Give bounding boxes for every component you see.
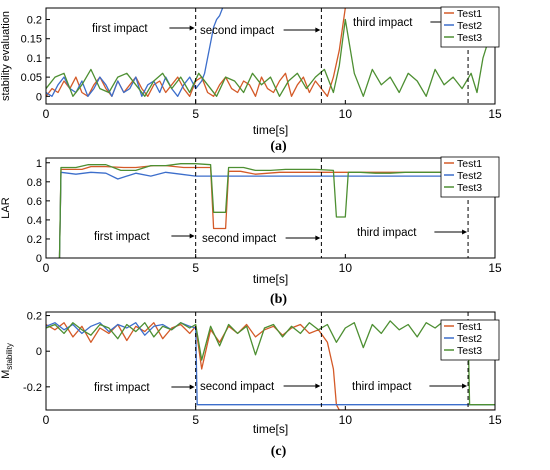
y-tick-label: -0.2 bbox=[23, 382, 42, 394]
annotation-arrowhead bbox=[315, 235, 321, 241]
series-line-test1 bbox=[46, 322, 495, 410]
plot-frame bbox=[45, 7, 496, 105]
y-tick-label: 0.6 bbox=[27, 196, 42, 208]
x-tick-label: 5 bbox=[192, 261, 199, 275]
chart-panel-3: 0 5 10 15 -0.2 0 0.2 time[s] Mstability first imp… bbox=[0, 311, 502, 459]
series-line-test2 bbox=[58, 171, 495, 258]
legend-entry: Test3 bbox=[457, 32, 482, 44]
y-tick-label: 0.2 bbox=[27, 15, 42, 27]
legend-entry: Test1 bbox=[457, 321, 482, 333]
annotation-arrowhead bbox=[189, 384, 195, 390]
chart-panel-1: 0 5 10 15 0 0.05 0.1 0.15 0.2 time[s] stability ev… bbox=[0, 6, 502, 154]
x-tick-label: 15 bbox=[488, 261, 502, 275]
y-tick-label: 1 bbox=[36, 158, 42, 170]
annotation-arrowhead bbox=[189, 25, 195, 31]
annotation-label: third impact bbox=[353, 17, 413, 29]
series-line-test3 bbox=[46, 320, 495, 406]
y-tick-label: 0 bbox=[36, 253, 42, 265]
y-tick-label: 0 bbox=[36, 346, 42, 358]
annotation-arrowhead bbox=[315, 383, 321, 389]
y-axis-label-subscript: stability bbox=[5, 343, 14, 370]
legend-box bbox=[440, 6, 500, 48]
panel-label: (a) bbox=[270, 139, 287, 154]
x-tick-label: 10 bbox=[339, 261, 353, 275]
x-tick-label: 0 bbox=[43, 261, 50, 275]
y-tick-label: 0.2 bbox=[27, 234, 42, 246]
annotation-label: first impact bbox=[94, 382, 150, 394]
y-axis-label-text: M bbox=[0, 370, 12, 379]
y-axis-label-text: stability evaluation bbox=[0, 11, 12, 101]
annotation-label: second impact bbox=[202, 233, 277, 245]
x-tick-label: 0 bbox=[43, 413, 50, 427]
x-tick-label: 15 bbox=[488, 107, 502, 121]
x-axis-label: time[s] bbox=[253, 272, 288, 286]
annotation-arrowhead bbox=[462, 383, 468, 389]
series-line-test3 bbox=[58, 163, 495, 258]
x-axis-label: time[s] bbox=[253, 123, 288, 137]
x-axis-label: time[s] bbox=[253, 422, 288, 436]
y-tick-label: 0.15 bbox=[21, 34, 42, 46]
annotation-arrowhead bbox=[189, 233, 195, 239]
legend-entry: Test2 bbox=[457, 333, 482, 345]
x-tick-label: 10 bbox=[339, 107, 353, 121]
y-tick-label: 0 bbox=[36, 91, 42, 103]
panel-label: (b) bbox=[270, 292, 287, 307]
x-tick-label: 5 bbox=[192, 107, 199, 121]
annotation-label: first impact bbox=[92, 23, 148, 35]
x-tick-label: 0 bbox=[43, 107, 50, 121]
panel-label: (c) bbox=[271, 444, 287, 459]
legend-entry: Test1 bbox=[457, 158, 482, 170]
y-axis-label-text: LAR bbox=[0, 197, 12, 218]
y-tick-label: 0.2 bbox=[27, 311, 42, 323]
annotation-label: first impact bbox=[94, 231, 150, 243]
plot-frame bbox=[45, 157, 496, 259]
annotation-label: second impact bbox=[200, 381, 275, 393]
legend-entry: Test3 bbox=[457, 345, 482, 357]
legend-entry: Test3 bbox=[457, 182, 482, 194]
series-line-test3 bbox=[46, 8, 495, 97]
annotation-label: third impact bbox=[352, 381, 412, 393]
y-tick-label: 0.05 bbox=[21, 72, 42, 84]
x-tick-label: 5 bbox=[192, 413, 199, 427]
series-line-test1 bbox=[58, 164, 495, 258]
plot-frame bbox=[45, 311, 496, 411]
x-tick-label: 10 bbox=[339, 413, 353, 427]
y-tick-label: 0.1 bbox=[27, 53, 42, 65]
y-axis-label: stability evaluation bbox=[0, 11, 12, 101]
legend-entry: Test2 bbox=[457, 170, 482, 182]
series-line-test2 bbox=[46, 322, 495, 406]
y-tick-label: 0.4 bbox=[27, 215, 42, 227]
y-axis-label: Mstability bbox=[0, 343, 14, 379]
y-tick-label: 0.8 bbox=[27, 177, 42, 189]
legend-entry: Test1 bbox=[457, 8, 482, 20]
annotation-arrowhead bbox=[315, 27, 321, 33]
annotation-arrowhead bbox=[462, 229, 468, 235]
series-line-test2 bbox=[46, 8, 224, 97]
legend-entry: Test2 bbox=[457, 20, 482, 32]
annotation-label: second impact bbox=[200, 25, 275, 37]
chart-panel-2: 0 5 10 15 0 0.2 0.4 0.6 0.8 1 time[s] LAR first impa… bbox=[0, 156, 502, 307]
x-tick-label: 15 bbox=[488, 413, 502, 427]
annotation-label: third impact bbox=[357, 227, 417, 239]
y-axis-label: LAR bbox=[0, 197, 12, 218]
